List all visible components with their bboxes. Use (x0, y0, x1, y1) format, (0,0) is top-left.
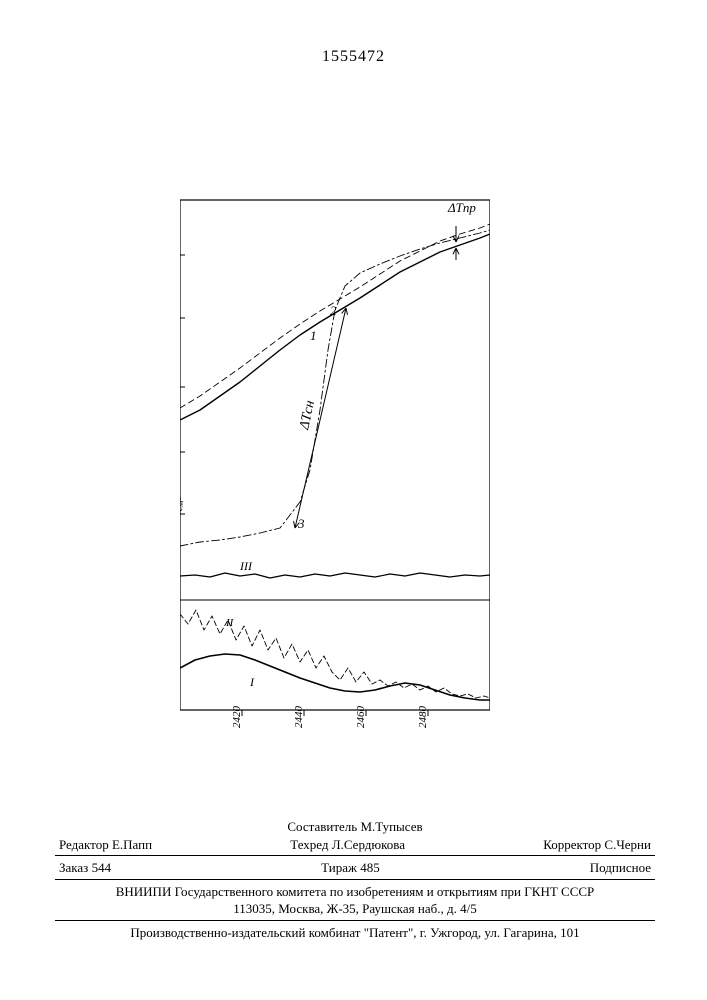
tech-label: Техред (290, 837, 328, 852)
corrector-label: Корректор (543, 837, 601, 852)
svg-text:2: 2 (330, 303, 337, 318)
svg-text:II: II (225, 617, 235, 629)
svg-text:4,18·10⁻³/см³: 4,18·10⁻³/см³ (180, 496, 187, 553)
svg-text:1: 1 (310, 328, 317, 343)
copies-label: Тираж (321, 860, 357, 875)
editor-value: Е.Папп (112, 837, 152, 852)
order-label: Заказ (59, 860, 88, 875)
org-line1: ВНИИПИ Государственного комитета по изоб… (55, 883, 655, 901)
org-line2: 113035, Москва, Ж-35, Раушская наб., д. … (55, 900, 655, 918)
footer: Составитель М.Тупысев Редактор Е.Папп Те… (55, 818, 655, 941)
svg-text:III: III (239, 559, 253, 573)
copies-value: 485 (360, 860, 380, 875)
print-line: Производственно-издательский комбинат "П… (55, 924, 655, 942)
corrector-value: С.Черни (604, 837, 651, 852)
svg-text:I: I (249, 675, 255, 689)
composer-value: М.Тупысев (360, 819, 422, 834)
svg-text:2440: 2440 (293, 706, 305, 729)
tech-value: Л.Сердюкова (332, 837, 405, 852)
doc-number: 1555472 (0, 48, 707, 66)
svg-text:ΔTсн: ΔTсн (297, 399, 318, 432)
order-value: 544 (92, 860, 112, 875)
composer-label: Составитель (287, 819, 357, 834)
editor-label: Редактор (59, 837, 109, 852)
subscription: Подписное (590, 859, 651, 877)
svg-text:2480: 2480 (417, 706, 429, 729)
svg-text:2420: 2420 (231, 706, 243, 729)
svg-text:2460: 2460 (355, 706, 367, 729)
figure: 40°41°42°43°44°4,18·10⁻³/см³123IIIΔTснΔT… (180, 110, 490, 730)
svg-text:ΔTпр: ΔTпр (447, 200, 476, 215)
